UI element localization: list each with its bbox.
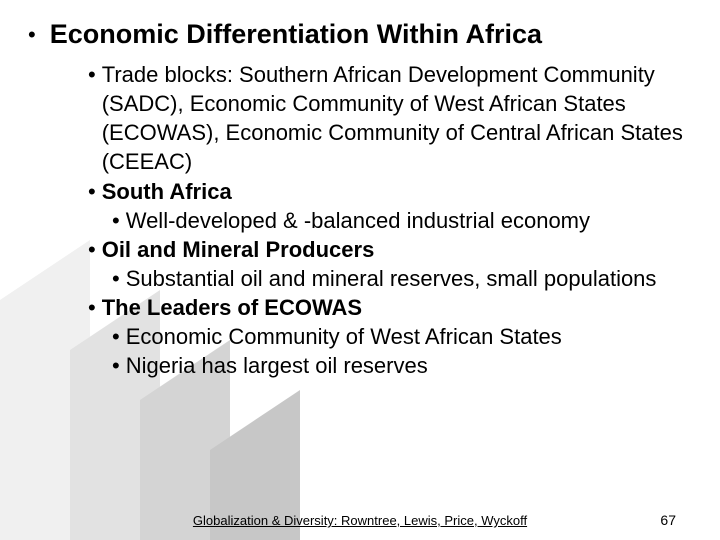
bullet-icon: • — [88, 293, 96, 322]
list-item: •Substantial oil and mineral reserves, s… — [112, 264, 692, 293]
list-item-text: South Africa — [102, 177, 692, 206]
list-item: •The Leaders of ECOWAS — [88, 293, 692, 322]
list-item: •South Africa — [88, 177, 692, 206]
list-item-text: The Leaders of ECOWAS — [102, 293, 692, 322]
title-bullet: • — [28, 22, 36, 48]
footer-text: Globalization & Diversity: Rowntree, Lew… — [0, 513, 720, 528]
list-item-text: Substantial oil and mineral reserves, sm… — [126, 264, 692, 293]
list-item-text: Nigeria has largest oil reserves — [126, 351, 692, 380]
bullet-list: •Trade blocks: Southern African Developm… — [88, 60, 692, 379]
bullet-icon: • — [112, 206, 120, 235]
list-item-text: Well-developed & -balanced industrial ec… — [126, 206, 692, 235]
list-item-text: Economic Community of West African State… — [126, 322, 692, 351]
bullet-icon: • — [88, 60, 96, 176]
list-item: •Trade blocks: Southern African Developm… — [88, 60, 692, 176]
bullet-icon: • — [112, 264, 120, 293]
list-item: •Well-developed & -balanced industrial e… — [112, 206, 692, 235]
list-item: •Nigeria has largest oil reserves — [112, 351, 692, 380]
slide-title: Economic Differentiation Within Africa — [50, 18, 542, 50]
list-item: •Economic Community of West African Stat… — [112, 322, 692, 351]
bullet-icon: • — [88, 177, 96, 206]
bullet-icon: • — [88, 235, 96, 264]
page-number: 67 — [660, 512, 676, 528]
list-item: •Oil and Mineral Producers — [88, 235, 692, 264]
bullet-icon: • — [112, 322, 120, 351]
bullet-icon: • — [112, 351, 120, 380]
list-item-text: Oil and Mineral Producers — [102, 235, 692, 264]
list-item-text: Trade blocks: Southern African Developme… — [102, 60, 692, 176]
